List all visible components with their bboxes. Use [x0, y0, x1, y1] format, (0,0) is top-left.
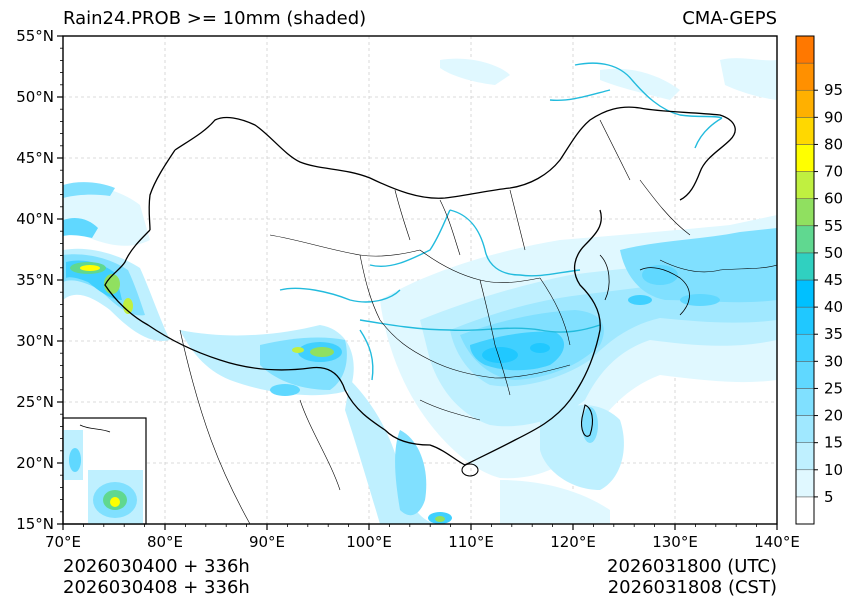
lon-tick-label: 140°E: [754, 533, 800, 551]
hainan-outline: [461, 463, 479, 477]
colorbar-label: 25: [824, 379, 843, 397]
colorbar: 5 10 15 20 25 30 35 40 45 50 55 60 70 80 90 95: [795, 35, 843, 525]
colorbar-swatch: [795, 415, 815, 443]
colorbar-label: 35: [824, 325, 843, 343]
colorbar-swatch: [795, 89, 815, 118]
south-china-sea-inset: [62, 417, 147, 525]
colorbar-swatch: [795, 144, 815, 172]
colorbar-label: 10: [824, 461, 843, 479]
lat-tick-label: 15°N: [16, 515, 54, 533]
rivers: [279, 62, 723, 381]
taiwan-outline: [581, 404, 594, 437]
probability-shading: [63, 58, 777, 524]
colorbar-swatch: [795, 361, 815, 389]
colorbar-label: 5: [824, 488, 834, 506]
init-time-block: 2026030400 + 336h 2026030408 + 336h: [63, 556, 250, 598]
init-time-cst: 2026030408 + 336h: [63, 577, 250, 598]
valid-time-block: 2026031800 (UTC) 2026031808 (CST): [607, 556, 777, 598]
colorbar-label: 60: [824, 190, 843, 208]
colorbar-label: 55: [824, 217, 843, 235]
model-name: CMA-GEPS: [682, 8, 777, 29]
colorbar-swatch: [795, 388, 815, 416]
colorbar-swatch: [795, 35, 815, 64]
valid-time-cst: 2026031808 (CST): [607, 577, 777, 598]
colorbar-swatch: [795, 496, 815, 525]
colorbar-label: 30: [824, 352, 843, 370]
colorbar-label: 45: [824, 271, 843, 289]
country-borders: [104, 106, 736, 466]
colorbar-swatch: [795, 333, 815, 362]
init-time-utc: 2026030400 + 336h: [63, 556, 250, 577]
lat-tick-label: 45°N: [16, 149, 54, 167]
lat-tick-label: 50°N: [16, 88, 54, 106]
lon-tick-label: 120°E: [550, 533, 596, 551]
lon-tick-label: 70°E: [45, 533, 81, 551]
colorbar-swatch: [795, 117, 815, 145]
colorbar-label: 15: [824, 434, 843, 452]
latitude-axis: 55°N 50°N 45°N 40°N 35°N 30°N 25°N 20°N 15°N: [16, 27, 63, 533]
valid-time-utc: 2026031800 (UTC): [607, 556, 777, 577]
colorbar-label: 95: [824, 81, 843, 99]
colorbar-label: 70: [824, 163, 843, 181]
lon-tick-label: 100°E: [346, 533, 392, 551]
colorbar-swatch: [795, 198, 815, 227]
longitude-axis: 70°E 80°E 90°E 100°E 110°E 120°E 130°E 140°E: [45, 524, 800, 551]
lon-tick-label: 90°E: [249, 533, 285, 551]
lat-tick-label: 40°N: [16, 210, 54, 228]
lat-tick-label: 25°N: [16, 393, 54, 411]
colorbar-label: 50: [824, 244, 843, 262]
lon-tick-label: 110°E: [448, 533, 494, 551]
colorbar-label: 90: [824, 108, 843, 126]
colorbar-swatch: [795, 225, 815, 254]
lat-tick-label: 35°N: [16, 271, 54, 289]
lat-tick-label: 20°N: [16, 454, 54, 472]
colorbar-swatch: [795, 171, 815, 199]
colorbar-swatch: [795, 442, 815, 471]
colorbar-label: 80: [824, 135, 843, 153]
lon-tick-label: 80°E: [147, 533, 183, 551]
lat-tick-label: 30°N: [16, 332, 54, 350]
lat-tick-label: 55°N: [16, 27, 54, 45]
colorbar-swatch: [795, 252, 815, 281]
colorbar-swatch: [795, 62, 815, 91]
colorbar-swatch: [795, 469, 815, 498]
japan-outline: [639, 267, 690, 316]
province-borders: [179, 119, 777, 524]
colorbar-swatch: [795, 279, 815, 308]
colorbar-swatch: [795, 306, 815, 335]
colorbar-label: 40: [824, 298, 843, 316]
colorbar-label: 20: [824, 407, 843, 425]
lon-tick-label: 130°E: [652, 533, 698, 551]
korea-outline: [599, 254, 610, 301]
map-title: Rain24.PROB >= 10mm (shaded): [63, 8, 367, 29]
